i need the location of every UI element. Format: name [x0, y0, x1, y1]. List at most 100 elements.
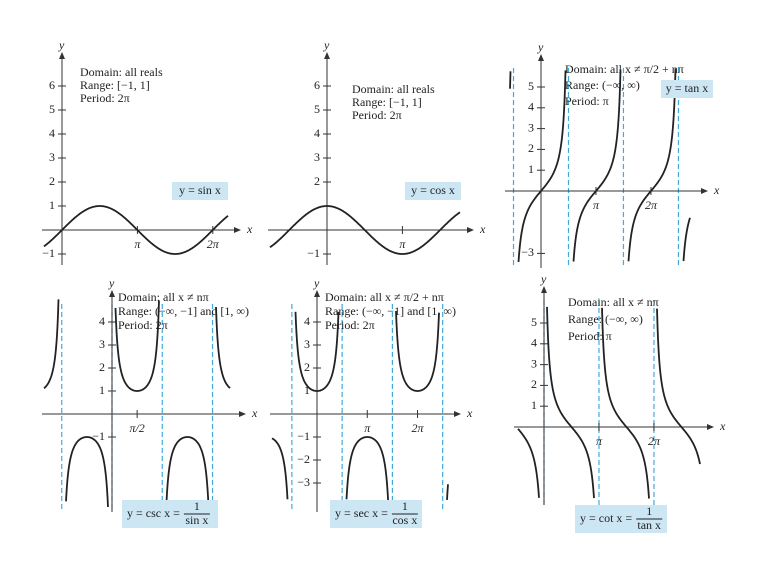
- graph-panel: x y −3 −2 −1 1 2 3 4 π 2π Domain: all x ≠ π/2 + nπR…: [270, 276, 473, 528]
- function-curve: [517, 306, 701, 499]
- y-tick-label: 1: [304, 383, 310, 397]
- function-curve: [271, 310, 449, 510]
- label-numerator: 1: [646, 504, 652, 518]
- info-line: Range: (−∞, ∞): [565, 78, 640, 92]
- y-tick-label: −3: [297, 475, 310, 489]
- y-tick-label: 4: [49, 126, 55, 140]
- y-arrow: [109, 290, 115, 297]
- function-curve: [43, 205, 229, 255]
- function-label-box: [661, 80, 713, 98]
- info-line: Period: π: [565, 94, 609, 108]
- y-arrow: [541, 286, 547, 293]
- y-tick-label: 2: [528, 141, 534, 155]
- y-tick-label: 3: [99, 337, 105, 351]
- function-curve: [43, 299, 231, 508]
- x-tick-label: 2π: [207, 237, 220, 251]
- x-arrow: [701, 188, 708, 194]
- x-arrow: [454, 411, 461, 417]
- function-label: y = sin x: [179, 183, 221, 197]
- axis-label-y: y: [540, 272, 547, 286]
- label-denominator: tan x: [637, 518, 661, 532]
- info-line: Domain: all x ≠ nπ: [568, 295, 659, 309]
- axis-label-x: x: [479, 222, 486, 236]
- x-tick-label: π: [596, 434, 603, 448]
- x-arrow: [234, 227, 241, 233]
- y-tick-label: 6: [314, 78, 320, 92]
- label-numerator: 1: [194, 499, 200, 513]
- axis-label-y: y: [323, 38, 330, 52]
- label-denominator: cos x: [392, 513, 417, 527]
- info-line: Period: 2π: [352, 108, 402, 122]
- label-denominator: sin x: [185, 513, 208, 527]
- function-label-box: [172, 182, 228, 200]
- y-tick-label: 2: [304, 360, 310, 374]
- y-tick-label: −1: [307, 246, 320, 260]
- x-tick-label: 2π: [645, 198, 658, 212]
- y-tick-label: −1: [297, 429, 310, 443]
- x-tick-label: 2π: [648, 434, 661, 448]
- info-line: Period: 2π: [80, 91, 130, 105]
- x-tick-label: π: [134, 237, 141, 251]
- y-tick-label: 6: [49, 78, 55, 92]
- info-line: Range: (−∞, ∞): [568, 312, 643, 326]
- info-line: Range: (−∞, −1] and [1, ∞): [118, 304, 249, 318]
- y-tick-label: −3: [521, 245, 534, 259]
- function-label: y = csc x =: [127, 506, 180, 520]
- x-arrow: [707, 424, 714, 430]
- info-line: Range: (−∞, −1] and [1, ∞): [325, 304, 456, 318]
- y-tick-label: 2: [531, 377, 537, 391]
- x-tick-label: π/2: [129, 421, 144, 435]
- y-tick-label: 4: [99, 314, 105, 328]
- function-label: y = cot x =: [580, 511, 632, 525]
- function-curve: [269, 205, 461, 255]
- function-label: y = cos x: [411, 183, 455, 197]
- x-tick-label: π: [593, 198, 600, 212]
- label-numerator: 1: [402, 499, 408, 513]
- x-arrow: [467, 227, 474, 233]
- y-tick-label: 2: [314, 174, 320, 188]
- y-tick-label: 3: [314, 150, 320, 164]
- y-tick-label: −1: [42, 246, 55, 260]
- y-tick-label: 4: [528, 100, 534, 114]
- info-line: Period: 2π: [118, 318, 168, 332]
- y-tick-label: 4: [314, 126, 320, 140]
- x-tick-label: π: [364, 421, 371, 435]
- info-line: Domain: all reals: [80, 65, 163, 79]
- info-line: Domain: all x ≠ nπ: [118, 290, 209, 304]
- graph-panel: x y −3 1 2 3 4 5 π 2π Domain: all x ≠ π/2 + nπ Rang…: [505, 40, 720, 268]
- y-tick-label: 2: [99, 360, 105, 374]
- axis-label-x: x: [713, 183, 720, 197]
- axis-label-x: x: [466, 406, 473, 420]
- function-label-box: [405, 182, 461, 200]
- y-tick-label: 3: [49, 150, 55, 164]
- y-tick-label: −2: [297, 452, 310, 466]
- y-tick-label: 5: [528, 79, 534, 93]
- y-tick-label: 4: [531, 336, 537, 350]
- info-line: Range: [−1, 1]: [80, 78, 150, 92]
- axis-label-y: y: [537, 40, 544, 54]
- function-label: y = tan x: [666, 81, 708, 95]
- info-line: Period: 2π: [325, 318, 375, 332]
- y-tick-label: 3: [528, 120, 534, 134]
- axis-label-y: y: [58, 38, 65, 52]
- info-line: Domain: all x ≠ π/2 + nπ: [325, 290, 444, 304]
- info-line: Range: [−1, 1]: [352, 95, 422, 109]
- info-line: Domain: all reals: [352, 82, 435, 96]
- y-arrow: [314, 290, 320, 297]
- axis-label-x: x: [251, 406, 258, 420]
- x-tick-label: π: [399, 237, 406, 251]
- y-tick-label: 1: [528, 162, 534, 176]
- function-curve: [509, 68, 691, 263]
- y-tick-label: 1: [531, 398, 537, 412]
- y-arrow: [59, 52, 65, 59]
- y-tick-label: 5: [314, 102, 320, 116]
- y-arrow: [538, 54, 544, 61]
- axis-label-y: y: [313, 276, 320, 290]
- y-tick-label: 4: [304, 314, 310, 328]
- axis-label-x: x: [246, 222, 253, 236]
- y-tick-label: 1: [99, 383, 105, 397]
